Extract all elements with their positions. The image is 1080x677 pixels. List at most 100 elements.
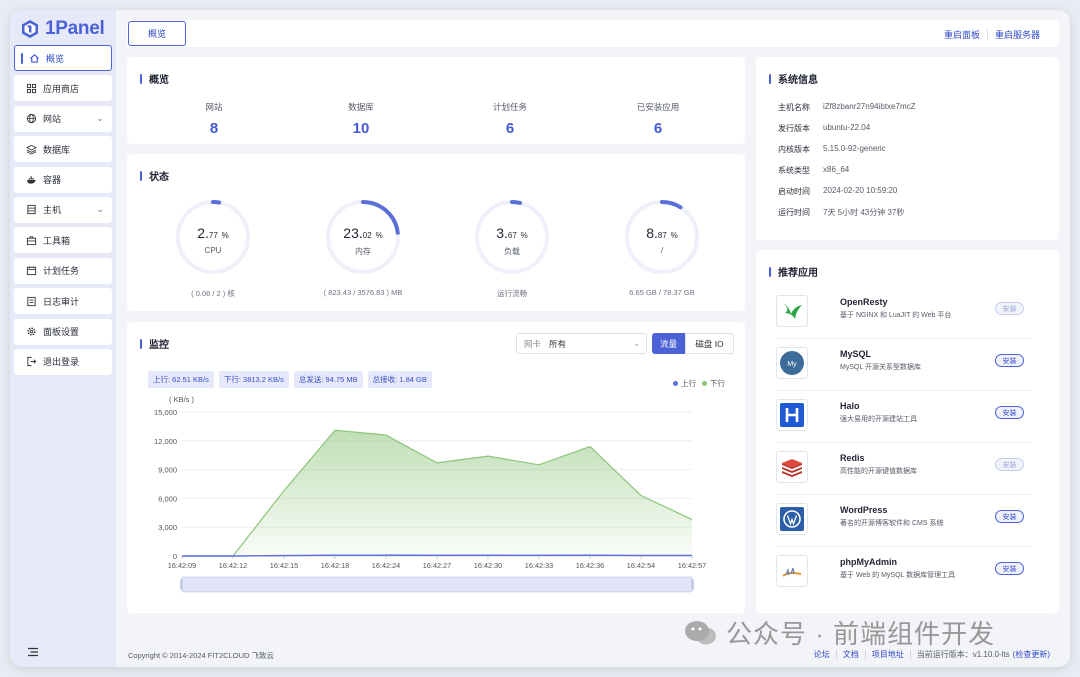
phpmyadmin-icon [776,555,808,587]
gauge-disk[interactable]: 8.87 % / 6.65 GB / 78.37 GB [617,199,707,297]
legend-upload[interactable]: 上行 [673,378,696,389]
install-button[interactable]: 安装 [995,354,1024,367]
sidebar-item-label: 容器 [43,175,62,186]
install-button[interactable]: 安装 [995,406,1024,419]
sidebar-item-label: 面板设置 [43,327,80,338]
active-indicator [21,52,23,64]
app-item-redis[interactable]: Redis 高性能的开源键值数据库 安装 [776,443,1032,495]
logo[interactable]: 1Panel [20,16,105,42]
top-bar: 概览 重启面板 重启服务器 [127,20,1059,47]
overview-card: 概览 网站 8 数据库 10 计划任务 6 已安装应用 6 [127,57,745,144]
sidebar-item-logout[interactable]: 退出登录 [14,348,112,375]
x-tick-label: 16:42:27 [423,561,451,570]
info-hostname: 主机名称 iZf8zbanr27n94ibtxe7mcZ [778,102,916,112]
x-tick-label: 16:42:54 [627,561,655,570]
gauge-memory[interactable]: 23.02 % 内存 ( 823.43 / 3576.83 ) MB [318,199,408,297]
stat-websites[interactable]: 网站 8 [205,102,223,137]
x-tick-label: 16:42:09 [168,561,196,570]
tag-total-sent: 总发送: 94.75 MB [293,371,363,388]
stat-cron-jobs[interactable]: 计划任务 6 [492,102,527,137]
grid-icon [26,83,37,93]
y-axis-label: ( KB/s ) [169,395,195,404]
app-window: 1Panel 概览 应用商店 网站 ⌄ 数据库 [10,10,1070,667]
sidebar-item-cron[interactable]: 计划任务 [14,257,112,284]
install-button[interactable]: 安装 [995,302,1024,315]
x-tick-label: 16:42:15 [270,561,298,570]
toolbox-icon [26,236,37,245]
info-kernel: 内核版本 5.15.0-92-generic [778,144,886,154]
app-item-phpmyadmin[interactable]: phpMyAdmin 基于 Web 的 MySQL 数据库管理工具 安装 [776,547,1032,599]
sidebar-item-app-store[interactable]: 应用商店 [14,75,112,102]
stat-installed-apps[interactable]: 已安装应用 6 [636,102,680,137]
app-item-wordpress[interactable]: WordPress 著名的开源博客软件和 CMS 系统 安装 [776,495,1032,547]
gear-icon [27,327,36,336]
series-download-area [182,430,692,556]
install-button[interactable]: 安装 [995,562,1024,575]
wechat-icon [685,620,716,644]
info-uptime: 运行时间 7天 5小时 43分钟 37秒 [778,208,905,217]
install-button[interactable]: 安装 [995,458,1024,471]
sidebar-item-label: 概览 [46,53,65,64]
menu-collapse-icon[interactable] [27,646,39,658]
check-update-link[interactable]: (检查更新) [1012,650,1050,659]
sidebar-item-settings[interactable]: 面板设置 [14,318,112,345]
y-tick-label: 15,000 [154,408,177,417]
logo-text: 1Panel [45,18,105,39]
sidebar-item-websites[interactable]: 网站 ⌄ [14,105,112,132]
tab-overview[interactable]: 概览 [128,21,186,46]
tag-total-received: 总接收: 1.84 GB [367,371,432,388]
traffic-button[interactable]: 流量 [652,333,685,354]
app-item-halo[interactable]: Halo 强大易用的开源建站工具 安装 [776,391,1032,443]
restart-panel-button[interactable]: 重启面板 [943,30,980,40]
restart-server-button[interactable]: 重启服务器 [994,30,1040,40]
sidebar-item-label: 退出登录 [43,357,80,368]
divider [986,29,988,39]
sidebar-item-toolbox[interactable]: 工具箱 [14,227,112,254]
divider [835,650,837,659]
sidebar-item-label: 应用商店 [43,83,80,94]
forum-link[interactable]: 论坛 [813,650,830,659]
top-actions: 重启面板 重启服务器 [937,28,1047,41]
zoom-slider-range [182,577,692,592]
sidebar: 1Panel 概览 应用商店 网站 ⌄ 数据库 [10,10,116,667]
series-download-line [182,429,693,557]
sidebar-item-databases[interactable]: 数据库 [14,136,112,163]
svg-text:My: My [787,361,797,368]
watermark: 公众号 · 前端组件开发 [684,614,995,651]
sidebar-item-label: 数据库 [43,144,71,155]
card-title: 概览 [140,71,169,86]
gauge-ring [625,200,699,274]
gauge-ring [176,200,250,274]
disk-io-button[interactable]: 磁盘 IO [685,333,734,354]
docs-link[interactable]: 文档 [842,650,859,659]
divider [864,650,866,659]
y-tick-label: 9,000 [158,466,177,475]
gauge-ring [475,200,549,274]
sidebar-item-label: 日志审计 [43,296,80,307]
sidebar-item-label: 计划任务 [43,266,80,277]
traffic-chart: ( KB/s )15,00012,0009,0006,0003,000016:4… [154,395,706,593]
install-button[interactable]: 安装 [995,510,1024,523]
legend-download[interactable]: 下行 [702,378,725,389]
logo-icon [22,20,38,38]
halo-icon [776,399,808,431]
footer-links: 论坛 文档 项目地址 当前运行版本：v1.10.0-lts (检查更新) [808,649,1056,660]
gauge-cpu[interactable]: 2.77 % CPU ( 0.06 / 2 ) 核 [168,199,258,298]
x-tick-label: 16:42:24 [372,561,400,570]
nic-select[interactable]: 网卡 所有 ⌄ [516,333,647,354]
globe-icon [26,114,37,124]
app-item-mysql[interactable]: My MySQL MySQL 开源关系型数据库 安装 [776,339,1032,391]
sidebar-item-logs[interactable]: 日志审计 [14,288,112,315]
app-item-openresty[interactable]: OpenResty 基于 NGINX 和 LuaJIT 的 Web 平台 安装 [776,287,1032,339]
sidebar-item-host[interactable]: 主机 ⌄ [14,196,112,223]
apps-card: 推荐应用 OpenResty 基于 NGINX 和 LuaJIT 的 Web 平… [756,250,1059,613]
series-upload-line [182,554,692,557]
project-link[interactable]: 项目地址 [871,650,904,659]
gauge-load[interactable]: 3.67 % 负载 运行流畅 [467,199,557,298]
sidebar-item-overview[interactable]: 概览 [14,45,112,71]
zoom-handle-left [180,579,183,590]
sidebar-nav: 概览 应用商店 网站 ⌄ 数据库 容器 主机 ⌄ [14,45,112,379]
sidebar-item-containers[interactable]: 容器 [14,166,112,193]
stat-databases[interactable]: 数据库 10 [348,102,374,137]
copyright-text: Copyright © 2014-2024 FIT2CLOUD 飞致云 [128,651,274,660]
